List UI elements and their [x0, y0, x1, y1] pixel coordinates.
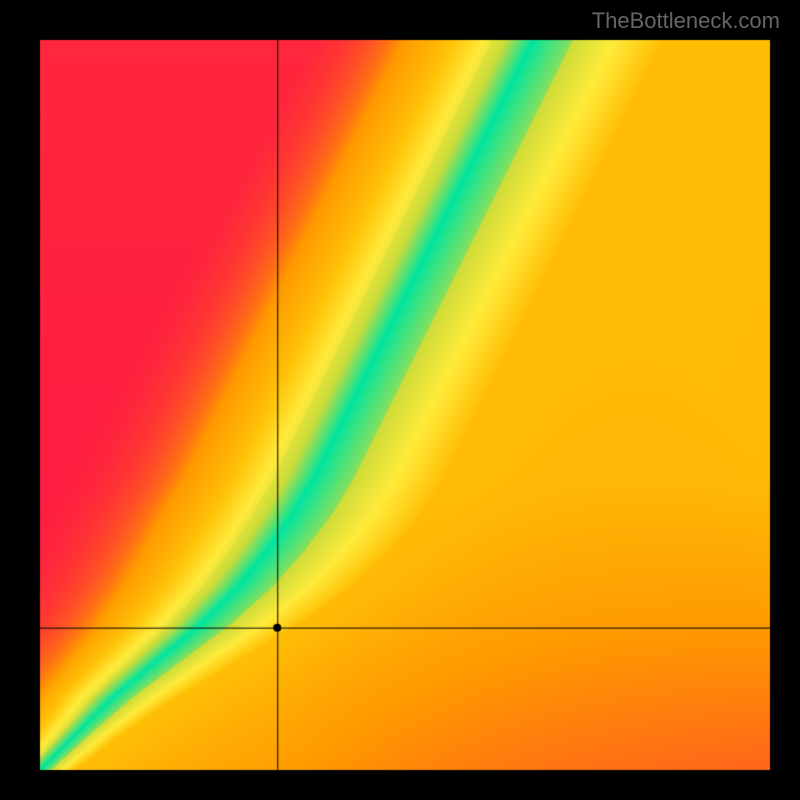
watermark-text: TheBottleneck.com: [592, 8, 780, 34]
chart-container: TheBottleneck.com: [0, 0, 800, 800]
heatmap-canvas: [0, 0, 800, 800]
